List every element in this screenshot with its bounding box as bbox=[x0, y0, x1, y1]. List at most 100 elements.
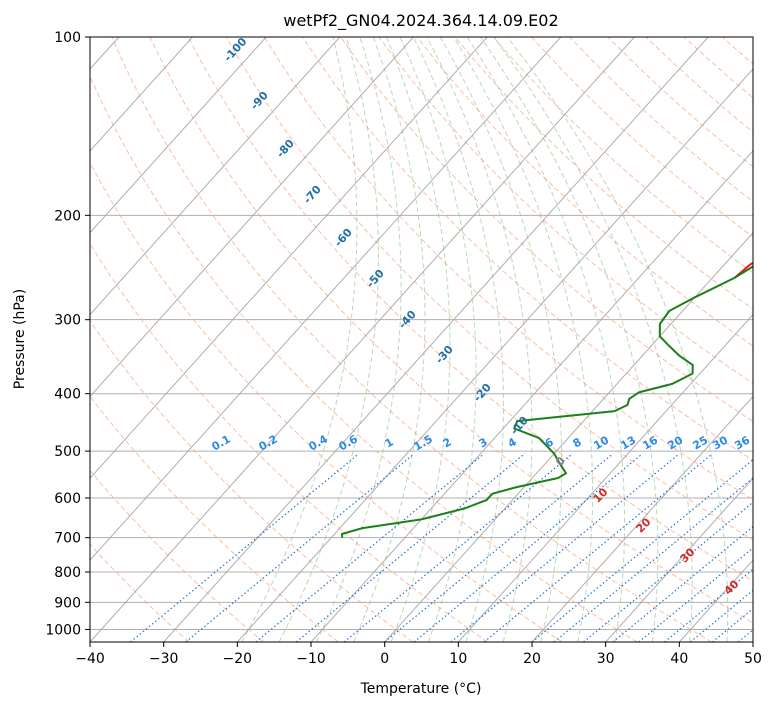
isotherm-line bbox=[531, 395, 753, 642]
mixing-ratio-line bbox=[130, 453, 360, 642]
y-tick-label: 500 bbox=[54, 444, 81, 460]
x-tick-label: 30 bbox=[597, 651, 615, 667]
moist-adiabat-line bbox=[241, 37, 358, 642]
mixing-ratio-line bbox=[664, 568, 753, 642]
isotherm-line bbox=[90, 37, 193, 152]
dry-adiabat-line bbox=[90, 395, 339, 642]
moist-adiabat-line bbox=[426, 37, 533, 642]
mixing-ratio-line bbox=[531, 459, 753, 642]
mixing-ratio-label: 0.6 bbox=[337, 432, 361, 453]
isotherm-label: -60 bbox=[332, 226, 355, 250]
isotherm-label: -70 bbox=[301, 183, 324, 207]
isotherm-label: -30 bbox=[433, 343, 456, 367]
dry-adiabat-line bbox=[187, 37, 753, 582]
moist-adiabat-line bbox=[278, 37, 379, 642]
profile-line-0 bbox=[733, 261, 753, 279]
isotherm-line bbox=[310, 150, 753, 642]
moist-adiabat-label: 20 bbox=[634, 515, 654, 535]
plot-frame bbox=[89, 36, 754, 643]
y-tick-label: 700 bbox=[54, 531, 81, 547]
isotherm-label: -80 bbox=[274, 137, 297, 161]
mixing-ratio-line bbox=[612, 525, 753, 642]
mixing-ratio-line bbox=[483, 453, 713, 642]
moist-adiabat-line bbox=[413, 37, 504, 642]
x-axis: −40 −30 −20 −10 0 10 20 30 40 50 bbox=[75, 642, 762, 667]
chart-title: wetPf2_GN04.2024.364.14.09.E02 bbox=[283, 11, 558, 31]
isotherm-line bbox=[457, 313, 753, 642]
y-tick-label: 800 bbox=[54, 565, 81, 581]
dry-adiabat-line bbox=[340, 37, 753, 423]
mixing-ratio-label: 20 bbox=[665, 433, 685, 452]
dry-adiabat-line bbox=[90, 320, 414, 642]
x-tick-label: 40 bbox=[670, 651, 688, 667]
mixing-ratio-line bbox=[638, 547, 753, 642]
mixing-ratio-line bbox=[583, 501, 753, 642]
mixing-ratio-line bbox=[712, 607, 753, 642]
isotherm-label: -40 bbox=[396, 308, 419, 332]
isotherm-line bbox=[90, 37, 635, 642]
isotherm-label: -50 bbox=[364, 267, 387, 291]
moist-adiabat-line bbox=[399, 37, 477, 642]
line-labels: -100-90-80-70-60-50-40-30-20-100.1 0.2 0.4… bbox=[210, 37, 753, 598]
y-axis-label: Pressure (hPa) bbox=[12, 289, 28, 389]
mixing-ratio-line bbox=[450, 453, 680, 642]
mixing-ratio-label: 3 bbox=[477, 435, 490, 450]
moist-adiabat-line bbox=[466, 37, 626, 642]
isotherm-label: -90 bbox=[248, 89, 271, 113]
x-tick-label: 50 bbox=[744, 651, 762, 667]
mixing-ratio-line bbox=[413, 453, 643, 642]
mixing-ratio-line bbox=[343, 453, 573, 642]
moist-adiabat-line bbox=[480, 37, 659, 642]
dry-adiabat-line bbox=[90, 161, 563, 642]
dry-adiabat-line bbox=[264, 37, 753, 501]
isotherm-line bbox=[752, 641, 753, 642]
profile-series bbox=[340, 261, 753, 538]
dry-adiabat-line bbox=[645, 37, 753, 133]
dry-adiabat-line bbox=[149, 37, 753, 624]
isotherm-line bbox=[90, 37, 341, 316]
x-axis-label: Temperature (°C) bbox=[360, 681, 482, 697]
y-tick-label: 300 bbox=[54, 313, 81, 329]
x-tick-label: −20 bbox=[223, 651, 253, 667]
y-tick-label: 200 bbox=[54, 208, 81, 224]
isotherm-line bbox=[90, 37, 267, 234]
moist-adiabat-line bbox=[315, 37, 402, 642]
y-tick-label: 900 bbox=[54, 595, 81, 611]
dry-adiabat-line bbox=[90, 543, 190, 642]
mixing-ratio-label: 25 bbox=[690, 434, 710, 453]
mixing-ratio-line bbox=[185, 453, 415, 642]
mixing-ratio-line bbox=[295, 453, 526, 642]
dry-adiabat-line bbox=[90, 75, 638, 642]
mixing-ratio-line bbox=[553, 477, 753, 642]
x-tick-label: −40 bbox=[75, 651, 105, 667]
isotherm-line bbox=[384, 231, 753, 642]
mixing-ratio-label: 10 bbox=[591, 433, 611, 452]
moist-adiabat-line bbox=[493, 37, 693, 642]
background-lines bbox=[90, 37, 753, 642]
x-tick-label: −10 bbox=[296, 651, 326, 667]
y-tick-label: 1000 bbox=[45, 622, 81, 638]
mixing-ratio-label: 8 bbox=[571, 435, 584, 450]
mixing-ratio-line bbox=[737, 629, 753, 642]
y-tick-label: 400 bbox=[54, 387, 81, 403]
dry-adiabat-line bbox=[90, 242, 488, 642]
dry-adiabat-line bbox=[90, 469, 264, 642]
x-tick-label: −30 bbox=[149, 651, 179, 667]
mixing-ratio-label: 1 bbox=[383, 435, 396, 450]
profile-line-1 bbox=[340, 265, 753, 538]
dry-adiabat-line bbox=[683, 37, 753, 99]
x-tick-label: 20 bbox=[523, 651, 541, 667]
moist-adiabat-line bbox=[439, 37, 563, 642]
isotherm-line bbox=[163, 37, 709, 642]
mixing-ratio-label: 30 bbox=[710, 433, 730, 452]
x-tick-label: 10 bbox=[449, 651, 467, 667]
mixing-ratio-label: 0.4 bbox=[307, 432, 331, 453]
dry-adiabat-line bbox=[493, 37, 753, 274]
mixing-ratio-label: 0.2 bbox=[257, 432, 280, 453]
dry-adiabat-line bbox=[302, 37, 753, 461]
dry-adiabat-line bbox=[454, 37, 753, 310]
y-axis: 100 200 300 400 500 600 700 800 900 1000 bbox=[45, 30, 90, 638]
isotherm-line bbox=[236, 68, 753, 642]
moist-adiabat-line bbox=[507, 37, 729, 642]
mixing-ratio-label: 0.1 bbox=[210, 432, 233, 453]
